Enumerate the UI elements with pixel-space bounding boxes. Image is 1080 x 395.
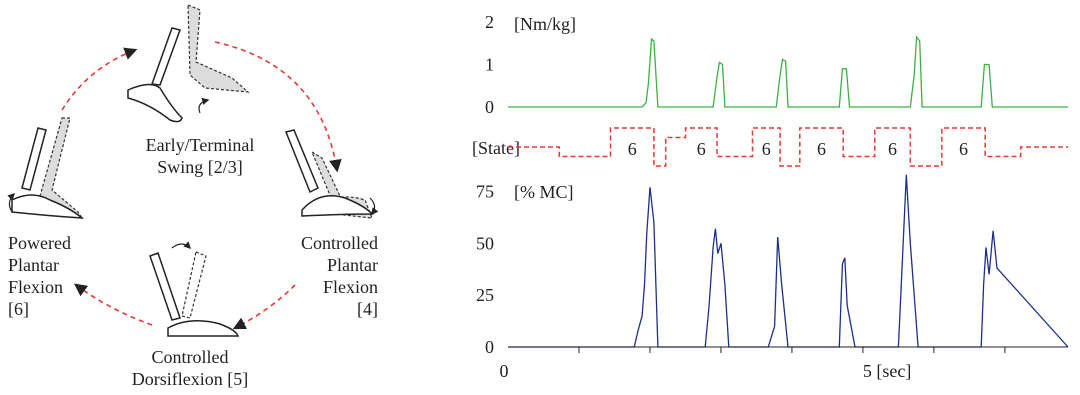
mc-axis-label: [% MC]	[514, 182, 574, 202]
state-annotation-label: 6	[959, 139, 968, 159]
phase-label-ppf-line3: Flexion	[8, 277, 64, 297]
torque-tick-label: 0	[485, 97, 494, 117]
mc-tick-label: 0	[485, 337, 494, 357]
torque-axis-label: [Nm/kg]	[514, 14, 576, 34]
transition-arrow-ppf-to-swing	[61, 47, 138, 111]
phase-label-swing: Early/Terminal Swing [2/3]	[125, 134, 275, 178]
state-annotation-label: 6	[762, 139, 771, 159]
phase-label-cpf-line1: Controlled	[301, 233, 378, 253]
mc-tick-label: 50	[476, 233, 494, 253]
phase-label-ppf-line1: Powered	[8, 233, 71, 253]
phase-label-cpf-line2: Plantar	[327, 255, 378, 275]
phase-label-ppf-line4: [6]	[8, 299, 29, 319]
torque-tick-label: 2	[485, 12, 494, 32]
phase-label-cpf-line3: Flexion	[322, 277, 378, 297]
phase-label-swing-line2: Swing [2/3]	[157, 157, 243, 177]
state-annotation-label: 6	[817, 139, 826, 159]
x-tick-label: 0	[500, 361, 509, 381]
state-axis-label: [State]	[472, 138, 520, 158]
phase-label-controlled-plantar-flexion: Controlled Plantar Flexion [4]	[260, 232, 378, 320]
leg-figure-controlled-dorsiflexion	[149, 241, 240, 337]
gait-cycle-diagram	[7, 4, 379, 337]
leg-figure-controlled-plantar-flexion	[284, 129, 379, 219]
phase-label-swing-line1: Early/Terminal	[145, 135, 255, 155]
phase-label-ppf-line2: Plantar	[8, 255, 59, 275]
torque-tick-label: 1	[485, 55, 494, 75]
x-tick-label: 5 [sec]	[863, 361, 911, 381]
phase-label-cpf-line4: [4]	[357, 299, 378, 319]
state-annotation-label: 6	[628, 139, 637, 159]
time-series-charts: [Nm/kg] 0 1 2 [State] 6 6 6 6 6 6 [% MC] 0 25 50 75 0 5 […	[472, 12, 1069, 381]
phase-label-controlled-dorsiflexion: Controlled Dorsiflexion [5]	[110, 346, 270, 390]
state-annotation-label: 6	[697, 139, 706, 159]
mc-tick-label: 75	[476, 181, 494, 201]
phase-label-cd-line1: Controlled	[151, 347, 229, 367]
transition-arrow-cpf-to-cd	[232, 284, 296, 330]
phase-label-cd-line2: Dorsiflexion [5]	[131, 369, 249, 389]
state-series-line	[508, 127, 1068, 167]
leg-figure-swing	[127, 4, 250, 123]
phase-label-powered-plantar-flexion: Powered Plantar Flexion [6]	[8, 232, 108, 320]
transition-arrow-swing-to-cpf	[214, 41, 342, 173]
torque-series-line	[508, 35, 1068, 108]
state-annotation-label: 6	[888, 139, 897, 159]
mc-tick-label: 25	[476, 285, 494, 305]
leg-figure-powered-plantar-flexion	[7, 117, 85, 219]
mc-series-line	[508, 174, 1069, 348]
